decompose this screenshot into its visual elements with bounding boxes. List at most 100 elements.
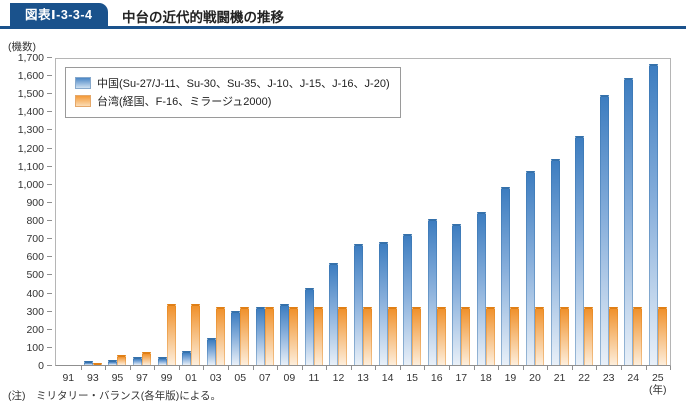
legend-label-china: 中国(Su-27/J-11、Su-30、Su-35、J-10、J-15、J-16…: [97, 78, 390, 90]
bar-group-93: 93: [81, 59, 106, 384]
y-tick-mark: [47, 310, 52, 312]
bar-group-12: 12: [326, 59, 352, 384]
bar-china-18: [476, 212, 486, 365]
y-tick-label-1500: 1,500: [17, 88, 44, 101]
y-tick-label-1600: 1,600: [17, 70, 44, 83]
x-tick-label-07: 07: [258, 372, 271, 384]
bar-china-21: [550, 158, 560, 365]
y-tick-label-1300: 1,300: [17, 124, 44, 137]
header-divider: [0, 26, 686, 29]
bar-group-09: 09: [277, 59, 303, 384]
y-tick-mark: [47, 147, 52, 149]
bar-china-05: [231, 311, 241, 365]
x-tick-label-12: 12: [332, 372, 345, 384]
bar-china-22: [575, 136, 585, 365]
y-tick-label-1200: 1,200: [17, 142, 44, 155]
bar-taiwan-07: [264, 306, 274, 365]
y-tick-label-100: 100: [26, 341, 44, 354]
bar-taiwan-09: [289, 306, 299, 365]
x-tick-label-91: 91: [62, 372, 75, 384]
y-tick-label-700: 700: [26, 233, 44, 246]
y-axis-unit-label: (機数): [8, 41, 36, 53]
bar-china-20: [525, 170, 535, 365]
y-tick-label-1000: 1,000: [17, 178, 44, 191]
y-tick-mark: [47, 57, 52, 58]
source-note: (注) ミリタリー・バランス(各年版)による。: [8, 390, 221, 402]
x-tick-label-13: 13: [357, 372, 369, 384]
bar-group-03: 03: [203, 59, 229, 384]
bar-group-18: 18: [474, 59, 499, 384]
bar-taiwan-14: [387, 306, 397, 365]
y-tick-label-300: 300: [26, 305, 44, 318]
bar-taiwan-05: [240, 306, 250, 365]
y-tick-label-1100: 1,100: [17, 160, 44, 173]
bar-china-13: [354, 244, 364, 365]
bar-china-15: [403, 233, 413, 365]
y-tick-mark: [47, 274, 52, 276]
legend-label-taiwan: 台湾(経国、F-16、ミラージュ2000): [97, 96, 272, 108]
bar-taiwan-11: [313, 306, 323, 365]
bar-group-24: 24: [621, 59, 647, 384]
x-tick-label-25: 25: [651, 372, 664, 384]
bar-taiwan-23: [608, 306, 618, 365]
bar-china-14: [378, 241, 388, 365]
y-tick-mark: [47, 183, 52, 185]
bar-group-91: 91: [56, 59, 82, 384]
y-tick-mark: [47, 346, 52, 348]
bar-taiwan-03: [215, 306, 225, 365]
bar-taiwan-21: [559, 306, 569, 365]
x-tick-label-99: 99: [160, 372, 173, 384]
x-tick-label-22: 22: [578, 372, 590, 384]
bar-taiwan-16: [436, 306, 446, 365]
x-tick-label-93: 93: [87, 372, 99, 384]
bar-china-97: [132, 356, 142, 365]
y-tick-mark: [47, 328, 52, 330]
bar-china-95: [108, 359, 118, 365]
y-tick-mark: [47, 111, 52, 113]
bar-taiwan-18: [485, 306, 495, 365]
y-tick-label-200: 200: [26, 323, 44, 336]
bar-group-19: 19: [498, 59, 524, 384]
bar-group-15: 15: [400, 59, 425, 384]
y-tick-mark: [47, 129, 52, 131]
y-tick-label-1700: 1,700: [17, 52, 44, 64]
y-tick-label-600: 600: [26, 251, 44, 264]
bar-china-11: [304, 287, 314, 365]
bar-group-07: 07: [253, 59, 278, 384]
x-tick-label-11: 11: [308, 372, 320, 384]
bar-china-19: [501, 186, 511, 365]
bar-group-20: 20: [523, 59, 548, 384]
y-tick-mark: [47, 75, 52, 77]
bar-taiwan-93: [92, 363, 102, 365]
x-tick-label-15: 15: [406, 372, 418, 384]
x-tick-label-97: 97: [136, 372, 148, 384]
bar-taiwan-97: [141, 351, 151, 365]
y-axis: 0 100 200 300 400 500 600 700 800 900 1,000 1,100 1,…: [0, 52, 53, 372]
x-tick-label-23: 23: [602, 372, 615, 384]
bar-group-95: 95: [105, 59, 131, 384]
y-tick-label-0: 0: [38, 360, 44, 372]
bar-taiwan-99: [166, 303, 176, 365]
x-tick-label-16: 16: [430, 372, 443, 384]
legend-item-taiwan: 台湾(経国、F-16、ミラージュ2000): [75, 93, 390, 109]
y-tick-label-1400: 1,400: [17, 106, 44, 119]
y-tick-label-500: 500: [26, 269, 44, 282]
y-tick-mark: [47, 256, 52, 258]
bar-group-01: 01: [179, 59, 204, 384]
bar-china-09: [280, 303, 290, 365]
bar-taiwan-22: [584, 306, 594, 365]
bar-taiwan-12: [338, 306, 348, 365]
bar-group-14: 14: [375, 59, 401, 384]
bar-taiwan-19: [510, 306, 520, 365]
legend-item-china: 中国(Su-27/J-11、Su-30、Su-35、J-10、J-15、J-16…: [75, 75, 390, 91]
y-tick-label-800: 800: [26, 215, 44, 228]
bar-china-24: [624, 77, 634, 365]
bar-group-25: 25 (年): [646, 59, 671, 396]
bar-china-07: [255, 306, 265, 365]
figure-header: 図表Ⅰ-3-3-4 中台の近代的戦闘機の推移: [0, 0, 686, 29]
x-tick-label-05: 05: [234, 372, 247, 384]
bar-group-16: 16: [424, 59, 450, 384]
bar-china-17: [452, 223, 462, 365]
plot-area: 91 93 95 97 99 01 03 05 07 09 11 12 13 14 15 16 17 18 19 20…: [55, 58, 671, 396]
bar-group-05: 05: [228, 59, 254, 384]
